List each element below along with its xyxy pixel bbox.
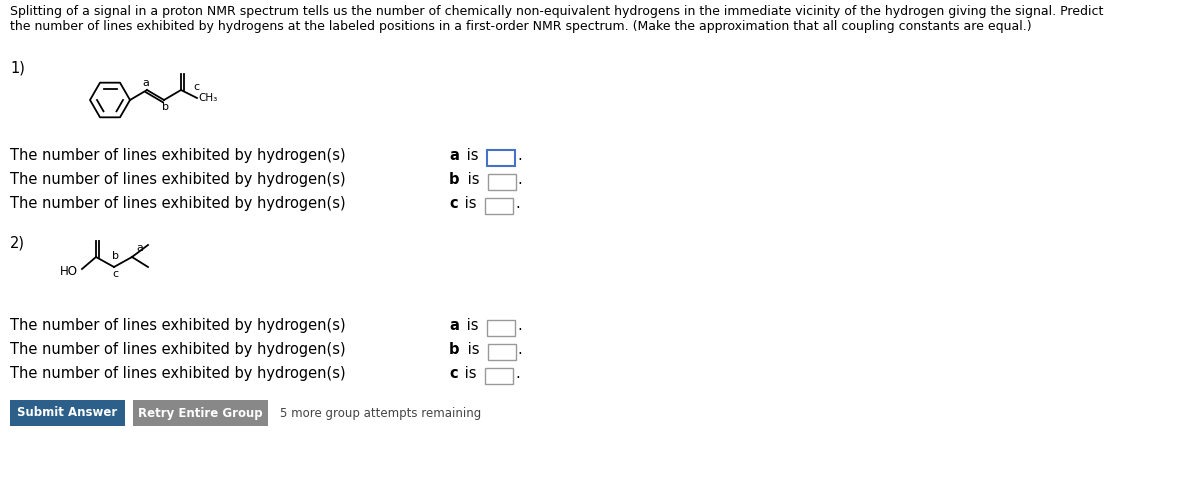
- Text: Retry Entire Group: Retry Entire Group: [138, 407, 263, 420]
- FancyBboxPatch shape: [488, 174, 516, 190]
- FancyBboxPatch shape: [10, 400, 125, 426]
- Text: is: is: [462, 148, 479, 163]
- Text: c: c: [449, 366, 457, 381]
- Text: HO: HO: [60, 265, 78, 278]
- Text: .: .: [517, 318, 522, 333]
- Text: .: .: [518, 342, 523, 357]
- Text: the number of lines exhibited by hydrogens at the labeled positions in a first-o: the number of lines exhibited by hydroge…: [10, 20, 1032, 33]
- Text: c: c: [193, 82, 199, 92]
- Text: .: .: [517, 148, 522, 163]
- Text: .: .: [518, 172, 523, 187]
- Text: c: c: [112, 269, 118, 279]
- Text: a: a: [449, 148, 458, 163]
- Text: c: c: [449, 196, 457, 211]
- Text: The number of lines exhibited by hydrogen(s): The number of lines exhibited by hydroge…: [10, 196, 350, 211]
- Text: .: .: [516, 366, 521, 381]
- Text: is: is: [462, 342, 479, 357]
- Text: a: a: [449, 318, 458, 333]
- FancyBboxPatch shape: [487, 150, 515, 166]
- Text: a: a: [142, 78, 149, 88]
- Text: Splitting of a signal in a proton NMR spectrum tells us the number of chemically: Splitting of a signal in a proton NMR sp…: [10, 5, 1103, 18]
- Text: 2): 2): [10, 235, 25, 250]
- FancyBboxPatch shape: [486, 368, 514, 384]
- Text: The number of lines exhibited by hydrogen(s): The number of lines exhibited by hydroge…: [10, 342, 350, 357]
- Text: The number of lines exhibited by hydrogen(s): The number of lines exhibited by hydroge…: [10, 172, 350, 187]
- Text: a: a: [136, 243, 143, 253]
- FancyBboxPatch shape: [488, 344, 516, 360]
- Text: CH₃: CH₃: [198, 93, 217, 103]
- Text: The number of lines exhibited by hydrogen(s): The number of lines exhibited by hydroge…: [10, 148, 350, 163]
- Text: is: is: [460, 366, 476, 381]
- Text: b: b: [162, 102, 169, 112]
- Text: b: b: [449, 172, 460, 187]
- Text: 5 more group attempts remaining: 5 more group attempts remaining: [280, 407, 481, 420]
- Text: The number of lines exhibited by hydrogen(s): The number of lines exhibited by hydroge…: [10, 318, 350, 333]
- Text: 1): 1): [10, 60, 25, 75]
- FancyBboxPatch shape: [487, 320, 515, 336]
- Text: is: is: [460, 196, 476, 211]
- Text: b: b: [449, 342, 460, 357]
- Text: Submit Answer: Submit Answer: [17, 407, 118, 420]
- FancyBboxPatch shape: [486, 198, 514, 214]
- Text: is: is: [462, 318, 479, 333]
- FancyBboxPatch shape: [133, 400, 268, 426]
- Text: b: b: [112, 251, 119, 261]
- Text: is: is: [462, 172, 479, 187]
- Text: .: .: [516, 196, 521, 211]
- Text: The number of lines exhibited by hydrogen(s): The number of lines exhibited by hydroge…: [10, 366, 350, 381]
